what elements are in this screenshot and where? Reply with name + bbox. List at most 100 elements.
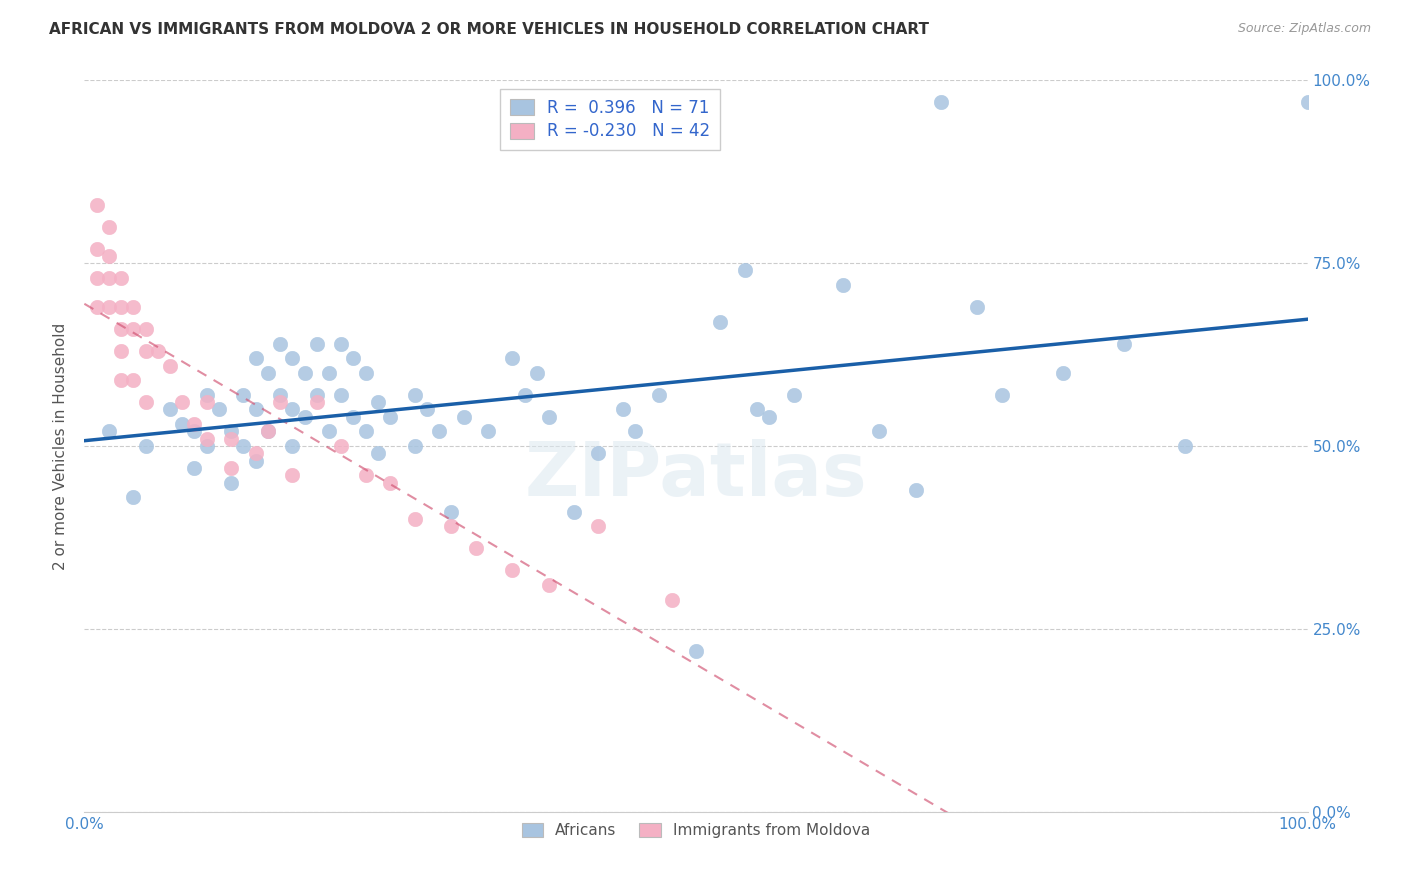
Point: [831, 278, 853, 293]
Point: [404, 388, 426, 402]
Point: [281, 439, 304, 453]
Point: [135, 322, 157, 336]
Point: [146, 343, 169, 358]
Point: [269, 336, 291, 351]
Point: [219, 425, 242, 439]
Point: [245, 351, 267, 366]
Point: [502, 351, 524, 366]
Point: [380, 475, 402, 490]
Point: [135, 439, 157, 453]
Point: [159, 402, 181, 417]
Point: [380, 409, 402, 424]
Point: [1114, 336, 1136, 351]
Point: [97, 219, 120, 234]
Point: [464, 541, 486, 556]
Point: [219, 475, 242, 490]
Point: [110, 343, 132, 358]
Point: [783, 388, 806, 402]
Point: [97, 249, 120, 263]
Point: [97, 300, 120, 314]
Point: [245, 402, 267, 417]
Point: [219, 461, 242, 475]
Point: [929, 95, 952, 110]
Point: [183, 417, 205, 431]
Point: [122, 490, 145, 504]
Point: [709, 315, 731, 329]
Point: [685, 644, 707, 658]
Point: [661, 592, 683, 607]
Point: [257, 425, 280, 439]
Point: [367, 446, 389, 460]
Point: [305, 336, 328, 351]
Point: [110, 270, 132, 285]
Point: [538, 578, 561, 592]
Point: [86, 300, 108, 314]
Point: [586, 519, 609, 533]
Point: [294, 409, 316, 424]
Point: [305, 395, 328, 409]
Point: [135, 395, 157, 409]
Point: [86, 270, 108, 285]
Point: [991, 388, 1014, 402]
Point: [367, 395, 389, 409]
Point: [330, 336, 353, 351]
Point: [354, 366, 377, 380]
Point: [966, 300, 988, 314]
Point: [305, 388, 328, 402]
Point: [526, 366, 548, 380]
Point: [257, 366, 280, 380]
Point: [122, 300, 145, 314]
Point: [122, 373, 145, 387]
Point: [502, 563, 524, 577]
Point: [538, 409, 561, 424]
Point: [1052, 366, 1074, 380]
Point: [440, 505, 463, 519]
Text: ZIPatlas: ZIPatlas: [524, 439, 868, 512]
Point: [318, 425, 340, 439]
Point: [281, 468, 304, 483]
Point: [404, 512, 426, 526]
Point: [122, 322, 145, 336]
Point: [624, 425, 647, 439]
Point: [342, 351, 364, 366]
Point: [110, 373, 132, 387]
Point: [269, 388, 291, 402]
Text: Source: ZipAtlas.com: Source: ZipAtlas.com: [1237, 22, 1371, 36]
Point: [183, 461, 205, 475]
Point: [342, 409, 364, 424]
Point: [172, 417, 194, 431]
Legend: Africans, Immigrants from Moldova: Africans, Immigrants from Moldova: [516, 816, 876, 845]
Point: [159, 359, 181, 373]
Point: [232, 439, 254, 453]
Point: [110, 300, 132, 314]
Point: [747, 402, 769, 417]
Point: [318, 366, 340, 380]
Point: [257, 425, 280, 439]
Point: [110, 322, 132, 336]
Point: [612, 402, 634, 417]
Point: [195, 388, 218, 402]
Point: [330, 439, 353, 453]
Point: [427, 425, 450, 439]
Point: [1174, 439, 1197, 453]
Point: [648, 388, 671, 402]
Point: [86, 242, 108, 256]
Point: [86, 197, 108, 211]
Point: [269, 395, 291, 409]
Point: [172, 395, 194, 409]
Point: [440, 519, 463, 533]
Point: [562, 505, 585, 519]
Point: [354, 468, 377, 483]
Point: [97, 270, 120, 285]
Point: [416, 402, 439, 417]
Point: [869, 425, 891, 439]
Point: [281, 402, 304, 417]
Point: [404, 439, 426, 453]
Point: [183, 425, 205, 439]
Point: [208, 402, 231, 417]
Point: [758, 409, 780, 424]
Text: AFRICAN VS IMMIGRANTS FROM MOLDOVA 2 OR MORE VEHICLES IN HOUSEHOLD CORRELATION C: AFRICAN VS IMMIGRANTS FROM MOLDOVA 2 OR …: [49, 22, 929, 37]
Point: [330, 388, 353, 402]
Point: [1296, 95, 1319, 110]
Point: [219, 432, 242, 446]
